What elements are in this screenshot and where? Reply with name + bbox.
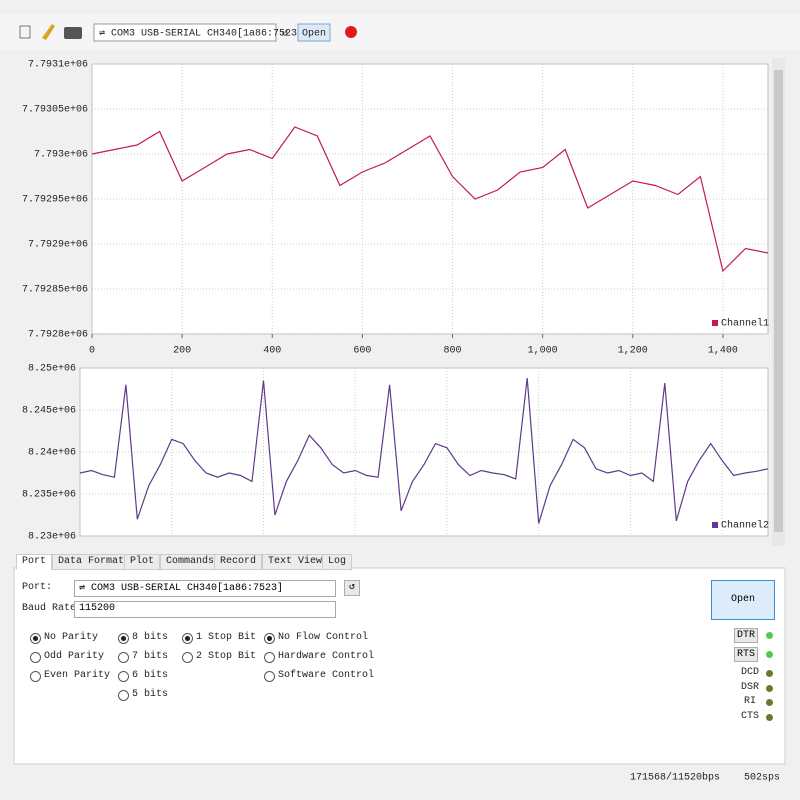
tab[interactable]: Port bbox=[16, 554, 53, 570]
radio[interactable] bbox=[264, 671, 275, 682]
toolbar-open-text: Open bbox=[302, 29, 326, 40]
record-button[interactable] bbox=[345, 26, 357, 38]
pin-label[interactable]: DTR bbox=[734, 628, 758, 643]
y-tick-label: 7.793e+06 bbox=[34, 150, 88, 161]
y-tick-label: 7.79305e+06 bbox=[22, 105, 88, 116]
legend-label: Channel1 bbox=[721, 318, 769, 330]
radio[interactable] bbox=[182, 633, 193, 644]
x-tick-label: 600 bbox=[353, 346, 371, 357]
legend-swatch bbox=[712, 522, 718, 528]
y-tick-label: 8.25e+06 bbox=[28, 364, 76, 375]
open-button[interactable]: Open bbox=[711, 580, 775, 620]
y-tick-label: 7.79285e+06 bbox=[22, 285, 88, 296]
x-tick-label: 1,400 bbox=[708, 346, 738, 357]
refresh-icon[interactable]: ↺ bbox=[282, 29, 288, 40]
radio-label[interactable]: Software Control bbox=[278, 670, 375, 681]
y-tick-label: 7.7931e+06 bbox=[28, 60, 88, 71]
radio-label[interactable]: 6 bits bbox=[132, 670, 169, 681]
radio[interactable] bbox=[182, 652, 193, 663]
pin-led bbox=[766, 684, 773, 692]
radio-label[interactable]: Hardware Control bbox=[278, 651, 375, 662]
radio-label[interactable]: 7 bits bbox=[132, 651, 169, 662]
clear-icon[interactable] bbox=[42, 24, 55, 40]
radio[interactable] bbox=[118, 633, 129, 644]
radio-label[interactable]: 5 bits bbox=[132, 689, 169, 700]
radio-label[interactable]: 2 Stop Bit bbox=[196, 651, 257, 662]
pin-led bbox=[766, 699, 773, 706]
legend-swatch bbox=[712, 320, 718, 326]
tab[interactable]: Commands bbox=[160, 554, 221, 570]
radio[interactable] bbox=[118, 671, 129, 682]
radio[interactable] bbox=[30, 671, 41, 682]
plot-background bbox=[79, 367, 769, 537]
toolbar-port-select[interactable] bbox=[93, 23, 277, 42]
x-tick-label: 800 bbox=[444, 346, 462, 357]
tab[interactable]: Text View bbox=[262, 554, 329, 570]
y-tick-label: 7.7929e+06 bbox=[28, 240, 88, 251]
pin-led bbox=[766, 670, 773, 677]
tab[interactable]: Plot bbox=[124, 554, 161, 570]
radio[interactable] bbox=[264, 652, 275, 663]
y-tick-label: 8.23e+06 bbox=[28, 532, 76, 543]
pin-label: CTS bbox=[740, 710, 759, 722]
baud-label: Baud Rate: bbox=[22, 603, 83, 614]
series-line bbox=[91, 126, 769, 273]
pin-label[interactable]: RTS bbox=[734, 647, 758, 662]
scrollbar-thumb[interactable] bbox=[774, 70, 783, 532]
status-samples: 502sps bbox=[744, 773, 780, 784]
pin-label: RI bbox=[743, 696, 756, 707]
x-tick-label: 1,200 bbox=[618, 346, 648, 357]
y-tick-label: 8.24e+06 bbox=[28, 448, 76, 459]
toolbar-open-button[interactable] bbox=[297, 23, 331, 42]
y-tick-label: 8.235e+06 bbox=[22, 490, 76, 501]
radio-label[interactable]: No Parity bbox=[44, 632, 99, 643]
port-refresh[interactable]: ↺ bbox=[344, 580, 360, 596]
radio-label[interactable]: 1 Stop Bit bbox=[196, 632, 257, 643]
snapshot-icon[interactable] bbox=[64, 27, 82, 39]
port-panel bbox=[13, 567, 786, 765]
series-line bbox=[79, 378, 769, 524]
y-tick-label: 7.79295e+06 bbox=[22, 195, 88, 206]
pin-label: DSR bbox=[740, 681, 759, 693]
radio[interactable] bbox=[264, 633, 275, 644]
x-tick-label: 200 bbox=[173, 346, 191, 357]
tab[interactable]: Data Format bbox=[52, 554, 131, 570]
pause-icon[interactable] bbox=[19, 25, 31, 39]
x-tick-label: 0 bbox=[89, 346, 95, 357]
radio[interactable] bbox=[30, 633, 41, 644]
radio-label[interactable]: No Flow Control bbox=[278, 632, 369, 643]
y-tick-label: 8.245e+06 bbox=[22, 406, 76, 417]
tab[interactable]: Log bbox=[322, 554, 353, 570]
radio[interactable] bbox=[118, 690, 129, 701]
radio[interactable] bbox=[118, 652, 129, 663]
toolbar-port-text: ⇌ COM3 USB-SERIAL CH340[1a86:7523] bbox=[99, 28, 303, 40]
port-select[interactable]: ⇌ COM3 USB-SERIAL CH340[1a86:7523] bbox=[74, 580, 336, 597]
pin-led bbox=[766, 651, 773, 658]
plot-background bbox=[91, 63, 769, 335]
status-bar bbox=[0, 768, 800, 790]
radio-label[interactable]: Even Parity bbox=[44, 670, 111, 681]
radio-label[interactable]: Odd Parity bbox=[44, 651, 105, 662]
pin-label: DCD bbox=[740, 667, 759, 678]
tab[interactable]: Record bbox=[214, 554, 263, 570]
radio-label[interactable]: 8 bits bbox=[132, 632, 169, 643]
radio[interactable] bbox=[30, 652, 41, 663]
legend-label: Channel2 bbox=[721, 520, 769, 532]
baud-select[interactable]: 115200 bbox=[74, 601, 336, 618]
x-tick-label: 1,000 bbox=[528, 346, 558, 357]
status-rate: 171568/11520bps bbox=[630, 772, 720, 784]
pin-led bbox=[766, 713, 773, 721]
port-label: Port: bbox=[22, 582, 53, 593]
pin-led bbox=[766, 632, 773, 639]
x-tick-label: 400 bbox=[263, 346, 281, 357]
y-tick-label: 7.7928e+06 bbox=[28, 330, 88, 341]
